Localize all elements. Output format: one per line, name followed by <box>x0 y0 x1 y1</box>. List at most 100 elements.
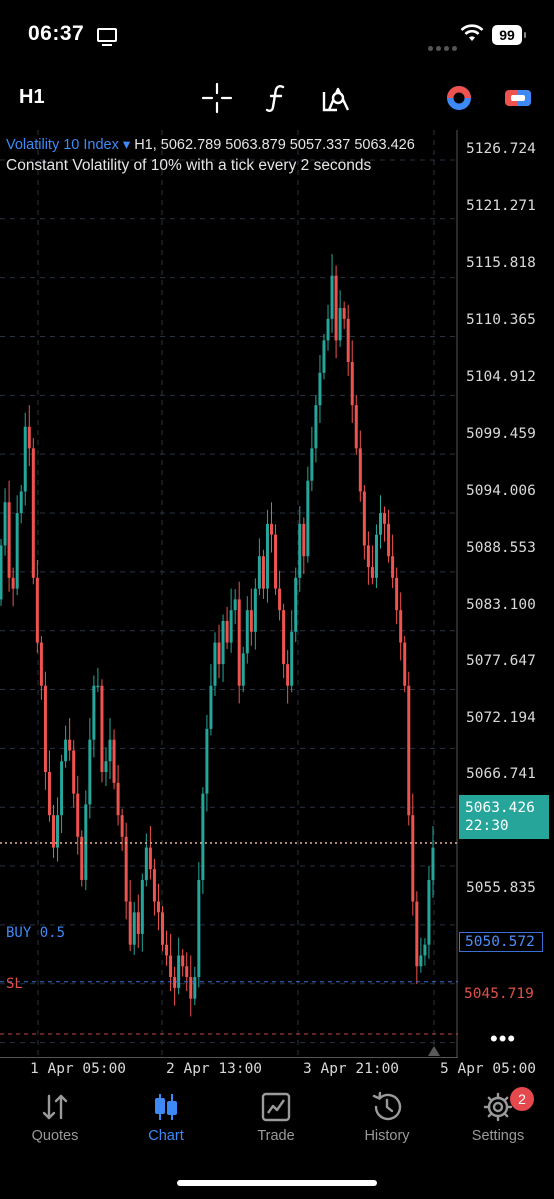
candle <box>338 290 342 347</box>
candle <box>419 937 423 973</box>
tab-label: Chart <box>148 1128 184 1144</box>
candle <box>205 714 209 812</box>
candle <box>116 765 120 826</box>
candle <box>270 502 273 553</box>
chart-candles-icon <box>155 1094 177 1120</box>
candle <box>407 671 411 826</box>
candle <box>43 671 47 790</box>
candle <box>104 747 108 787</box>
history-clock-icon <box>372 1091 402 1121</box>
candle <box>161 905 164 952</box>
candle <box>169 933 173 992</box>
candle <box>84 790 88 891</box>
trade-buy-sell-icon[interactable] <box>502 82 534 114</box>
symbol-description: Constant Volatility of 10% with a tick e… <box>6 157 372 174</box>
candle <box>221 614 225 682</box>
status-time: 06:37 <box>28 22 85 45</box>
status-bar: 06:37 99 <box>0 0 554 70</box>
candle <box>177 937 181 995</box>
quotes-arrows-icon <box>42 1094 68 1120</box>
candle <box>399 592 403 661</box>
chart-shift-marker[interactable] <box>428 1046 440 1056</box>
candle <box>132 902 136 955</box>
time-label: 1 Apr 05:00 <box>30 1061 127 1077</box>
candle <box>342 301 346 330</box>
settings-gear-icon <box>483 1092 513 1122</box>
one-click-trading-icon[interactable] <box>443 82 475 114</box>
price-axis-label: 5099.459 <box>466 426 536 442</box>
bar-countdown: 22:30 <box>465 818 509 834</box>
timeframe-button[interactable]: H1 <box>19 86 45 108</box>
candle <box>27 405 31 467</box>
price-axis-label: 5077.647 <box>466 653 536 669</box>
tab-label: Trade <box>257 1128 295 1144</box>
tab-quotes[interactable]: Quotes <box>5 1088 105 1144</box>
ohlc-values: H1, 5062.789 5063.879 5057.337 5063.426 <box>134 137 415 153</box>
price-axis-label: 5115.818 <box>466 255 536 271</box>
candle <box>403 636 407 693</box>
candle <box>310 426 314 491</box>
candle <box>56 797 60 862</box>
candlestick-chart[interactable] <box>0 130 458 1058</box>
tab-settings[interactable]: Settings <box>448 1088 548 1144</box>
candle <box>298 506 302 592</box>
tab-chart[interactable]: Chart <box>116 1088 216 1144</box>
symbol-dropdown-icon[interactable]: ▾ <box>118 137 135 153</box>
candle <box>165 930 169 966</box>
candle <box>245 596 249 664</box>
candle <box>278 570 282 621</box>
candle <box>173 966 177 1006</box>
tab-label: Quotes <box>31 1128 79 1144</box>
candle <box>330 254 334 333</box>
candle <box>374 524 378 589</box>
candle <box>76 775 80 855</box>
candle <box>100 679 104 783</box>
stop-loss-label[interactable]: SL <box>6 976 23 992</box>
candle <box>189 955 193 1017</box>
candle <box>282 603 286 679</box>
candle <box>395 567 399 625</box>
home-indicator[interactable] <box>177 1180 377 1186</box>
candle <box>11 567 15 607</box>
indicators-function-icon[interactable] <box>262 82 294 114</box>
candle <box>52 804 55 858</box>
candle <box>423 938 427 966</box>
candle <box>229 588 233 653</box>
candle <box>294 567 298 643</box>
candle <box>185 952 189 992</box>
candle <box>431 826 435 898</box>
candle <box>411 793 415 916</box>
price-axis-label: 5088.553 <box>466 540 536 556</box>
price-chart[interactable] <box>0 130 458 1058</box>
candle <box>120 808 124 851</box>
candle <box>326 304 330 351</box>
buy-order-label[interactable]: BUY 0.5 <box>6 925 66 941</box>
tab-history[interactable]: History <box>337 1088 437 1144</box>
candle <box>237 581 241 704</box>
crosshair-icon[interactable] <box>201 82 233 114</box>
wifi-icon <box>460 24 484 41</box>
candle <box>346 304 350 377</box>
candle <box>354 394 358 455</box>
price-axis-label: 5066.741 <box>466 766 536 782</box>
candle <box>0 538 3 606</box>
candle <box>383 506 387 542</box>
candle <box>60 754 64 834</box>
candle <box>112 729 116 790</box>
candle <box>233 589 237 625</box>
current-price: 5063.426 <box>465 800 535 816</box>
tab-trade[interactable]: Trade <box>226 1088 326 1144</box>
candle <box>209 664 213 736</box>
candle <box>391 534 395 589</box>
candle <box>124 822 128 920</box>
candle <box>88 718 92 819</box>
candle <box>415 891 419 985</box>
more-options-icon[interactable]: ••• <box>490 1026 517 1051</box>
objects-shapes-icon[interactable] <box>320 82 352 114</box>
symbol-header[interactable]: Volatility 10 Index ▾ H1, 5062.789 5063.… <box>6 137 415 153</box>
candle <box>213 632 217 696</box>
candle <box>302 517 306 575</box>
candle <box>306 466 310 563</box>
candle <box>318 354 322 423</box>
symbol-name[interactable]: Volatility 10 Index <box>6 137 119 153</box>
